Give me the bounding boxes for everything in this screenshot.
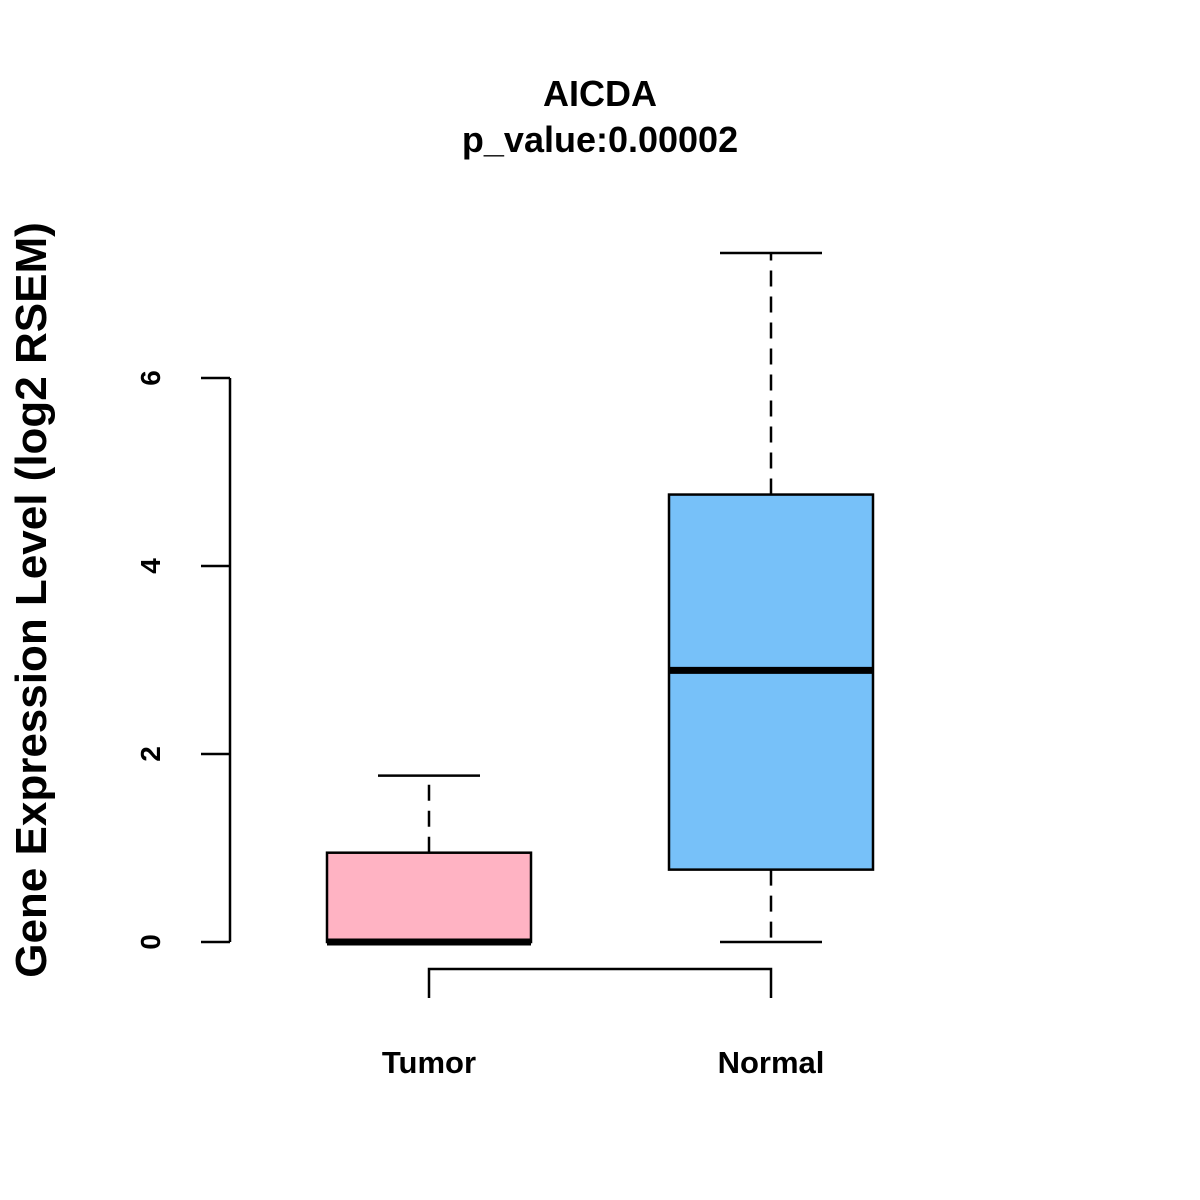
y-tick-label: 0 <box>135 934 166 950</box>
category-label-normal: Normal <box>718 1045 825 1080</box>
y-tick-label: 2 <box>135 746 166 762</box>
y-tick-label: 4 <box>135 558 166 574</box>
category-labels: Tumor Normal <box>382 1045 824 1080</box>
comparison-bracket-line <box>427 967 773 998</box>
iqr-box <box>667 493 875 871</box>
y-tick-label: 6 <box>135 370 166 386</box>
y-axis: 0 2 4 6 <box>135 370 232 950</box>
box-tumor <box>325 774 533 946</box>
chart-subtitle: p_value:0.00002 <box>462 119 738 160</box>
boxes <box>325 251 875 946</box>
category-label-tumor: Tumor <box>382 1045 476 1080</box>
chart-title: AICDA <box>543 73 657 114</box>
y-axis-label: Gene Expression Level (log2 RSEM) <box>7 222 56 978</box>
box-normal <box>667 251 875 944</box>
iqr-box <box>325 851 533 944</box>
comparison-bracket <box>427 967 773 998</box>
